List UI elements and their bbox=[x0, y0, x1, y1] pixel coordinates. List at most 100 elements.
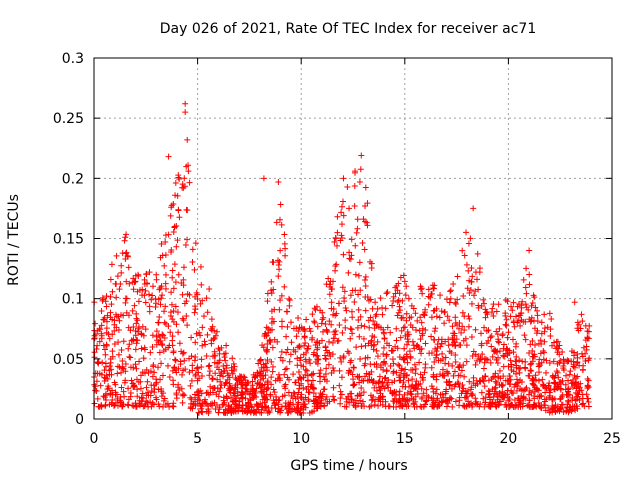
data-point bbox=[255, 360, 262, 367]
data-point bbox=[136, 402, 143, 409]
data-point bbox=[161, 308, 168, 315]
data-point bbox=[224, 370, 231, 377]
data-point bbox=[261, 364, 268, 371]
data-point bbox=[140, 332, 147, 339]
data-point bbox=[355, 374, 362, 381]
data-point bbox=[310, 370, 317, 377]
data-point bbox=[371, 341, 378, 348]
data-point bbox=[385, 384, 392, 391]
data-point bbox=[103, 293, 110, 300]
data-point bbox=[197, 300, 204, 307]
data-point bbox=[468, 384, 475, 391]
data-point bbox=[263, 348, 270, 355]
data-point bbox=[520, 318, 527, 325]
data-point bbox=[149, 344, 156, 351]
data-point bbox=[573, 396, 580, 403]
data-point bbox=[459, 323, 466, 330]
data-point bbox=[199, 409, 206, 416]
data-point bbox=[477, 356, 484, 363]
data-point bbox=[560, 356, 567, 363]
data-point bbox=[217, 385, 224, 392]
data-point bbox=[461, 402, 468, 409]
data-point bbox=[312, 306, 319, 313]
data-point bbox=[377, 362, 384, 369]
data-point bbox=[404, 359, 411, 366]
data-point bbox=[307, 328, 314, 335]
data-point bbox=[179, 315, 186, 322]
data-point bbox=[370, 393, 377, 400]
data-point bbox=[326, 398, 333, 405]
data-point bbox=[446, 299, 453, 306]
data-point bbox=[322, 355, 329, 362]
data-point bbox=[348, 308, 355, 315]
data-point bbox=[528, 302, 535, 309]
data-point bbox=[209, 402, 216, 409]
data-point bbox=[346, 399, 353, 406]
data-point bbox=[257, 357, 264, 364]
data-point bbox=[301, 400, 308, 407]
data-point bbox=[131, 302, 138, 309]
data-point bbox=[411, 361, 418, 368]
data-point bbox=[158, 360, 165, 367]
data-point bbox=[526, 349, 533, 356]
data-point bbox=[545, 382, 552, 389]
data-point bbox=[302, 371, 309, 378]
data-point bbox=[330, 367, 337, 374]
data-point bbox=[279, 393, 286, 400]
data-point bbox=[288, 339, 295, 346]
data-point bbox=[159, 403, 166, 410]
data-point bbox=[399, 383, 406, 390]
data-point bbox=[362, 282, 369, 289]
data-point bbox=[158, 340, 165, 347]
data-point bbox=[459, 309, 466, 316]
data-point bbox=[306, 409, 313, 416]
data-point bbox=[452, 314, 459, 321]
data-point bbox=[475, 353, 482, 360]
data-point bbox=[189, 246, 196, 253]
data-point bbox=[361, 323, 368, 330]
data-point bbox=[206, 391, 213, 398]
data-point bbox=[405, 377, 412, 384]
data-point bbox=[282, 403, 289, 410]
data-point bbox=[94, 359, 101, 366]
data-point bbox=[461, 326, 468, 333]
data-point bbox=[193, 289, 200, 296]
data-point bbox=[541, 325, 548, 332]
data-point bbox=[395, 297, 402, 304]
data-point bbox=[401, 324, 408, 331]
data-point bbox=[443, 386, 450, 393]
data-point bbox=[485, 387, 492, 394]
data-point bbox=[111, 341, 118, 348]
data-point bbox=[332, 235, 339, 242]
data-point bbox=[284, 323, 291, 330]
data-point bbox=[507, 313, 514, 320]
data-point bbox=[405, 295, 412, 302]
data-point bbox=[358, 322, 365, 329]
data-point bbox=[113, 252, 120, 259]
data-point bbox=[125, 402, 132, 409]
data-point bbox=[288, 392, 295, 399]
data-point bbox=[223, 342, 230, 349]
data-point bbox=[538, 359, 545, 366]
data-point bbox=[323, 347, 330, 354]
data-point bbox=[336, 300, 343, 307]
data-point bbox=[275, 257, 281, 264]
data-point bbox=[406, 348, 413, 355]
data-point bbox=[175, 384, 182, 391]
data-point bbox=[549, 396, 556, 403]
data-point bbox=[297, 354, 304, 361]
data-point bbox=[300, 363, 307, 370]
data-point bbox=[293, 408, 300, 415]
data-point bbox=[346, 367, 353, 374]
data-point bbox=[285, 389, 292, 396]
data-point bbox=[206, 286, 213, 293]
data-point bbox=[402, 366, 409, 373]
data-point bbox=[370, 318, 377, 325]
data-point bbox=[311, 318, 318, 325]
data-point bbox=[516, 369, 523, 376]
data-point bbox=[585, 395, 592, 402]
data-point bbox=[485, 327, 492, 334]
data-point bbox=[541, 402, 548, 409]
data-point bbox=[418, 395, 425, 402]
data-point bbox=[528, 367, 535, 374]
